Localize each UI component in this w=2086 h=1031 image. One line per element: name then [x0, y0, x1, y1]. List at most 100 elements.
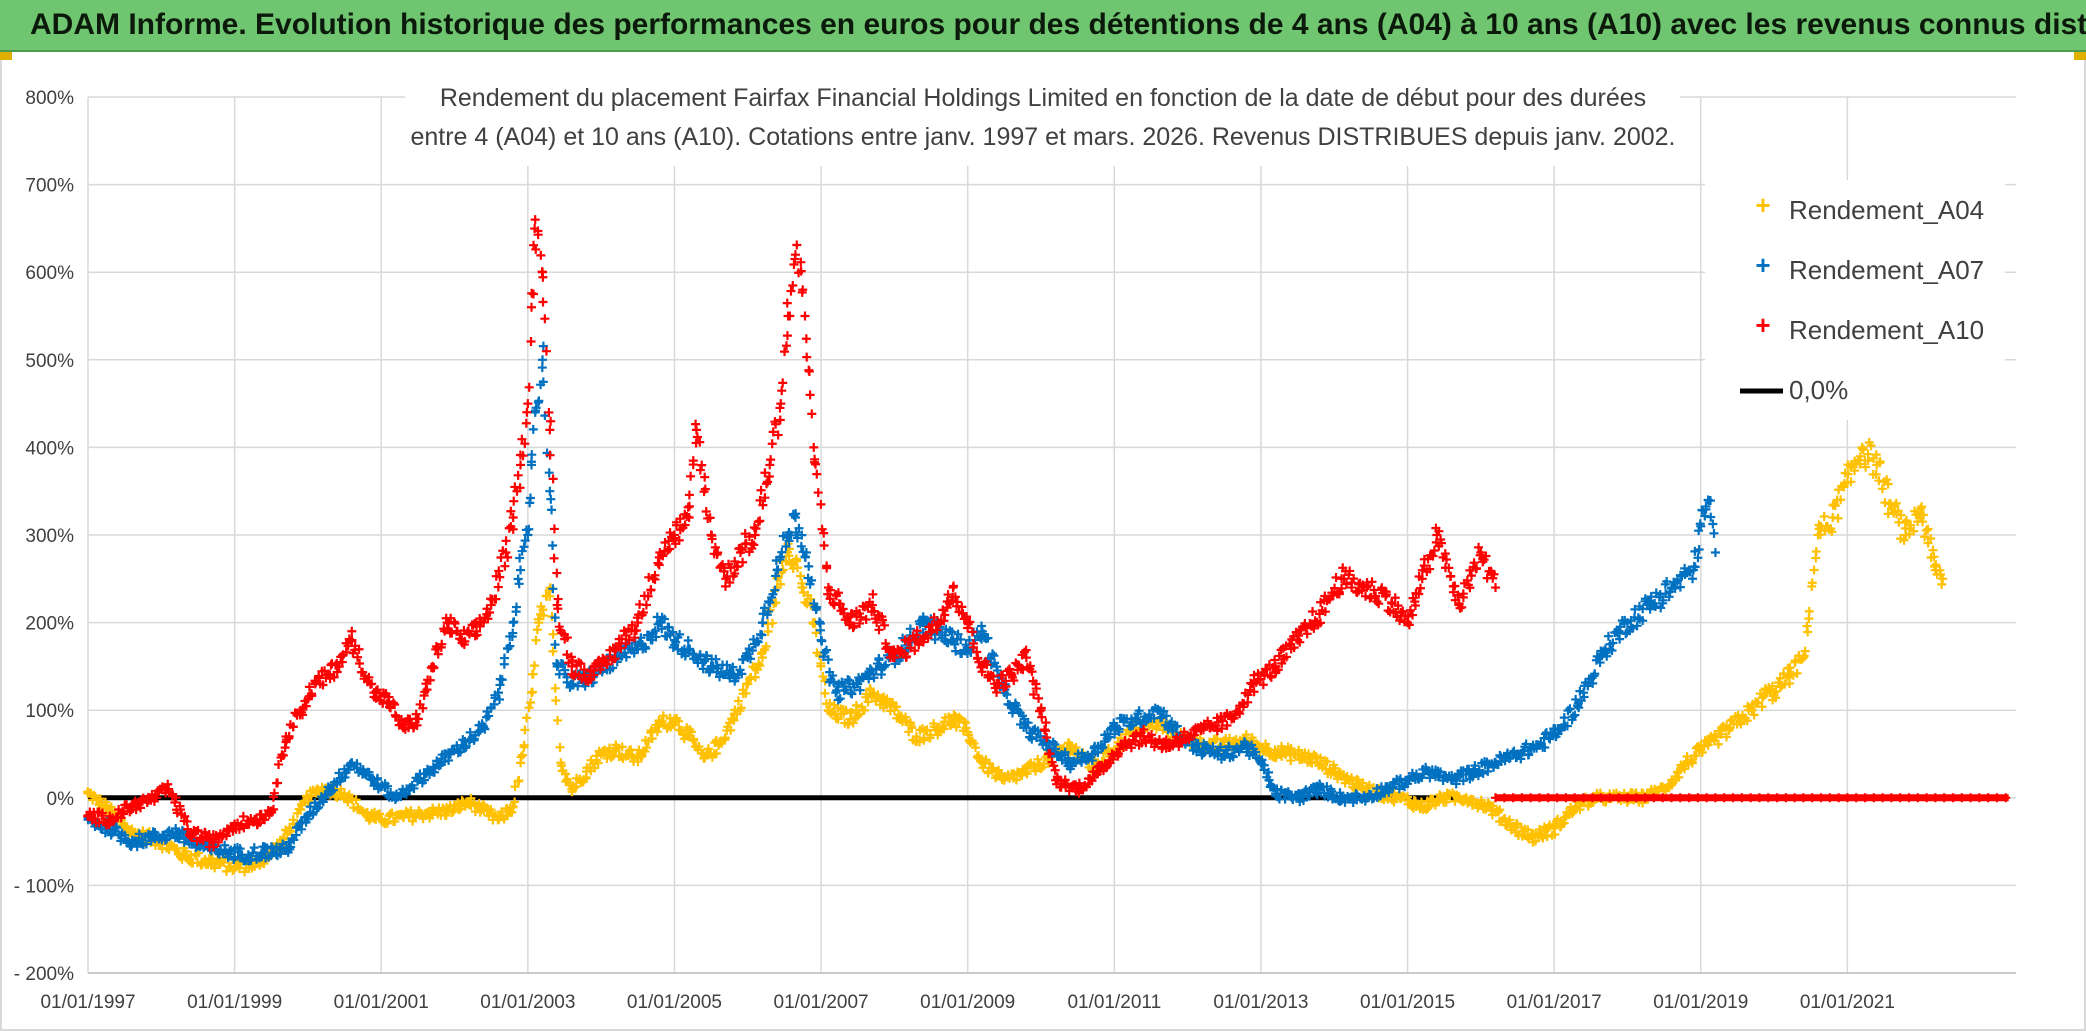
data-point-a04 — [1033, 754, 1043, 764]
data-point-a07 — [1583, 681, 1593, 691]
data-point-a07 — [1614, 626, 1624, 636]
data-point-a07 — [1021, 723, 1031, 733]
data-point-a07 — [608, 663, 618, 673]
data-point-a04 — [1771, 686, 1781, 696]
data-point-a04 — [1785, 678, 1795, 688]
data-point-a10 — [1561, 793, 1571, 803]
data-point-a07 — [303, 810, 313, 820]
data-point-a10 — [1381, 591, 1391, 601]
data-point-a10 — [486, 600, 496, 610]
data-point-a04 — [122, 822, 132, 832]
data-point-a10 — [1050, 765, 1060, 775]
data-point-a04 — [531, 635, 541, 645]
data-point-a10 — [90, 813, 100, 823]
data-point-a10 — [273, 778, 283, 788]
data-point-a04 — [1896, 510, 1906, 520]
data-point-a07 — [1087, 749, 1097, 759]
data-point-a10 — [1249, 679, 1259, 689]
data-point-a04 — [398, 812, 408, 822]
data-point-a07 — [567, 679, 577, 689]
data-point-a10 — [856, 612, 866, 622]
data-point-a07 — [633, 644, 643, 654]
data-point-a10 — [674, 535, 684, 545]
data-point-a10 — [1027, 667, 1037, 677]
data-point-a04 — [1855, 459, 1865, 469]
data-point-a07 — [783, 530, 793, 540]
data-point-a07 — [369, 775, 379, 785]
data-point-a07 — [1224, 742, 1234, 752]
data-point-a07 — [296, 824, 306, 834]
data-point-a10 — [1281, 652, 1291, 662]
data-point-a07 — [651, 632, 661, 642]
data-point-a04 — [1347, 773, 1357, 783]
data-point-a10 — [491, 594, 501, 604]
data-point-a10 — [1183, 731, 1193, 741]
data-point-a04 — [200, 856, 210, 866]
data-point-a04 — [1863, 449, 1873, 459]
data-point-a04 — [528, 669, 538, 679]
data-point-a10 — [447, 628, 457, 638]
data-point-a10 — [713, 548, 723, 558]
data-point-a07 — [781, 541, 791, 551]
data-point-a04 — [845, 714, 855, 724]
data-point-a07 — [1063, 753, 1073, 763]
data-point-a04 — [1861, 462, 1871, 472]
data-point-a07 — [278, 839, 288, 849]
data-point-a04 — [1830, 501, 1840, 511]
data-point-a04 — [1263, 745, 1273, 755]
data-point-a10 — [1262, 665, 1272, 675]
data-point-a07 — [550, 640, 560, 650]
data-point-a10 — [675, 514, 685, 524]
data-point-a10 — [1258, 680, 1268, 690]
data-point-a07 — [777, 547, 787, 557]
data-point-a10 — [493, 582, 503, 592]
data-point-a10 — [755, 495, 765, 505]
data-point-a07 — [1559, 713, 1569, 723]
data-point-a07 — [1556, 723, 1566, 733]
data-point-a10 — [164, 784, 174, 794]
data-point-a10 — [867, 600, 877, 610]
data-point-a07 — [874, 653, 884, 663]
data-point-a10 — [773, 430, 783, 440]
data-point-a10 — [782, 298, 792, 308]
data-point-a07 — [499, 659, 509, 669]
data-point-a04 — [1659, 784, 1669, 794]
legend-marker-a10: + — [1755, 310, 1770, 340]
data-point-a10 — [792, 240, 802, 250]
data-point-a10 — [1393, 601, 1403, 611]
data-point-a10 — [1728, 793, 1738, 803]
data-point-a04 — [1036, 764, 1046, 774]
data-point-a10 — [624, 635, 634, 645]
data-point-a10 — [1763, 793, 1773, 803]
data-point-a10 — [433, 649, 443, 659]
data-point-a10 — [472, 626, 482, 636]
data-point-a10 — [527, 302, 537, 312]
corner-mark — [2074, 52, 2086, 60]
data-point-a07 — [497, 675, 507, 685]
data-point-a04 — [658, 711, 668, 721]
data-point-a10 — [364, 672, 374, 682]
data-point-a10 — [513, 470, 523, 480]
data-point-a10 — [1051, 775, 1061, 785]
data-point-a04 — [548, 629, 558, 639]
data-point-a07 — [1168, 726, 1178, 736]
data-point-a07 — [537, 363, 547, 373]
data-point-a04 — [522, 713, 532, 723]
data-point-a10 — [1410, 600, 1420, 610]
data-point-a10 — [1034, 693, 1044, 703]
data-point-a07 — [527, 460, 537, 470]
data-point-a04 — [761, 641, 771, 651]
data-point-a10 — [1374, 599, 1384, 609]
data-point-a07 — [855, 685, 865, 695]
data-point-a10 — [97, 808, 107, 818]
data-point-a07 — [548, 584, 558, 594]
data-point-a10 — [910, 646, 920, 656]
data-point-a07 — [552, 661, 562, 671]
x-tick-label: 01/01/2001 — [334, 992, 429, 1013]
data-point-a04 — [873, 690, 883, 700]
data-point-a07 — [763, 607, 773, 617]
data-point-a04 — [1804, 606, 1814, 616]
data-point-a07 — [1541, 728, 1551, 738]
data-point-a10 — [1007, 670, 1017, 680]
data-point-a10 — [755, 516, 765, 526]
